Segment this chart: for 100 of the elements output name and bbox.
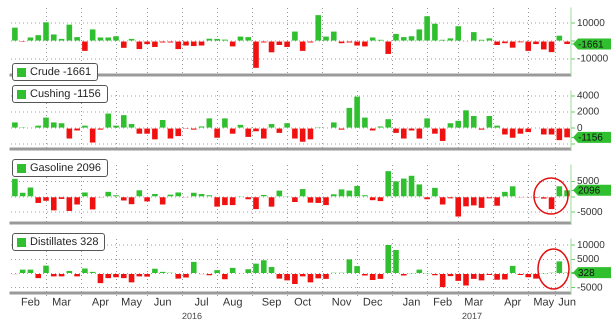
bar (43, 197, 49, 201)
bar (20, 270, 26, 274)
bar (556, 186, 562, 196)
bar (323, 36, 329, 41)
bar (82, 268, 88, 274)
legend-label: Gasoline 2096 (30, 162, 101, 174)
bar (90, 29, 96, 41)
bar (66, 197, 72, 211)
bar (245, 37, 252, 41)
y-tick-label: 2096 (578, 186, 601, 197)
bar (315, 274, 322, 278)
bar (308, 197, 314, 203)
bar (416, 29, 422, 41)
bar (362, 42, 368, 46)
bar (43, 22, 49, 41)
x-tick-label: Apr (504, 296, 522, 308)
bar (74, 37, 80, 41)
x-tick-label: Feb (20, 296, 40, 308)
bar (494, 274, 500, 280)
bar (183, 274, 189, 278)
y-tick-label: 10000 (577, 240, 606, 251)
bar (35, 274, 42, 278)
bar (230, 268, 236, 274)
bar (525, 274, 532, 278)
x-tick-label: Aug (222, 296, 242, 308)
bar (393, 34, 399, 41)
bar (35, 35, 42, 41)
bar (292, 274, 298, 284)
bar (393, 181, 399, 196)
bar (292, 128, 298, 139)
bar (222, 118, 228, 128)
x-tick-label: Jun (154, 296, 172, 308)
bar (556, 261, 562, 274)
x-tick-label: Nov (332, 296, 352, 308)
bar (198, 42, 204, 46)
bar (416, 270, 422, 274)
bar (50, 122, 57, 128)
bar (66, 24, 72, 41)
bar (152, 42, 158, 47)
bar (510, 42, 516, 48)
bar (284, 123, 290, 128)
bar (90, 197, 96, 210)
bar (230, 128, 236, 134)
bar (540, 42, 547, 50)
bar (105, 114, 112, 128)
x-tick-label: Mar (464, 296, 484, 308)
bar (144, 128, 150, 134)
bar (416, 128, 422, 139)
bar (144, 42, 150, 44)
bar (470, 116, 477, 128)
bar (105, 37, 112, 41)
y-tick-label: 0 (577, 122, 583, 134)
bar (113, 36, 119, 41)
bar (74, 197, 80, 204)
bar (463, 110, 469, 128)
bar (448, 38, 454, 41)
bar (152, 268, 158, 274)
y-tick-label: -5000 (577, 206, 604, 218)
y-tick-label: -5000 (577, 282, 604, 294)
bar (510, 186, 516, 196)
bar (400, 178, 407, 196)
bar (214, 197, 220, 207)
x-tick-label: Mar (52, 296, 72, 308)
bar (540, 128, 547, 134)
y-tick-label: 328 (578, 268, 596, 279)
bar (548, 42, 554, 52)
bar (144, 197, 150, 202)
bar (253, 128, 259, 132)
bar (90, 128, 96, 143)
bar (82, 192, 88, 196)
bar (354, 96, 360, 128)
x-tick-label: Feb (433, 296, 452, 308)
bar (455, 197, 462, 217)
bar (230, 42, 236, 46)
bar (424, 118, 430, 128)
bar (268, 124, 274, 128)
bar (276, 190, 282, 196)
bar (222, 197, 228, 206)
bar (463, 274, 469, 286)
bar (502, 274, 508, 280)
bar (556, 36, 562, 41)
bar (253, 42, 259, 68)
y-tick-label: 4000 (577, 90, 600, 102)
x-tick-label: Apr (92, 296, 110, 308)
bar (432, 128, 438, 134)
bar (43, 118, 49, 128)
text: 2017 (462, 311, 482, 321)
bar (393, 128, 399, 133)
bar (470, 274, 477, 279)
bar (268, 42, 274, 52)
bar (284, 42, 290, 47)
x-tick-label: Jan (402, 296, 420, 308)
bar (206, 118, 212, 128)
bar (253, 197, 259, 210)
bar (214, 128, 220, 138)
bar (525, 128, 532, 132)
bar (230, 197, 236, 206)
bar (136, 190, 142, 196)
bar (120, 197, 127, 200)
bar (385, 119, 392, 128)
